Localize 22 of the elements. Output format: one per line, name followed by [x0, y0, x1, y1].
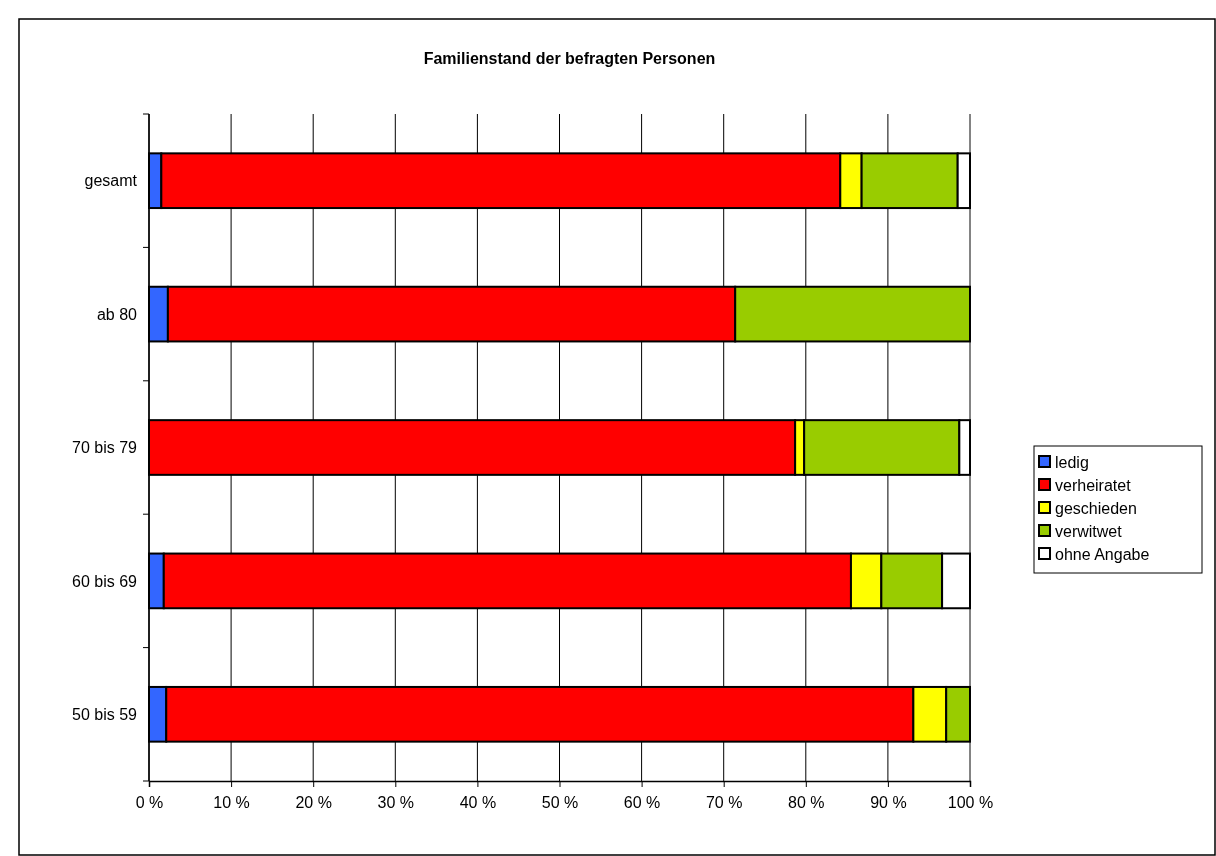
x-tick-label: 70 %: [705, 793, 743, 811]
x-tick-label: 90 %: [870, 793, 907, 811]
x-tick-label: 50 %: [541, 793, 579, 811]
legend-label: ohne Angabe: [1055, 545, 1150, 563]
x-tick-label: 60 %: [623, 793, 661, 811]
legend-label: ledig: [1055, 453, 1089, 471]
legend-label: verwitwet: [1055, 522, 1123, 540]
x-tick-label: 0 %: [135, 793, 164, 811]
x-tick-label: 100 %: [947, 793, 994, 811]
x-tick-label: 30 %: [377, 793, 415, 811]
y-tick-label: 60 bis 69: [72, 572, 138, 590]
x-tick-label: 80 %: [788, 793, 825, 811]
y-tick-label: 70 bis 79: [72, 439, 138, 457]
legend-label: verheiratet: [1055, 476, 1132, 494]
x-tick-label: 20 %: [295, 793, 332, 811]
chart-title: Familienstand der befragten Personen: [423, 50, 716, 67]
legend-label: geschieden: [1055, 499, 1137, 517]
y-tick-label: 50 bis 59: [72, 705, 138, 723]
x-tick-label: 40 %: [459, 793, 497, 811]
y-tick-label: ab 80: [96, 305, 138, 323]
x-tick-label: 10 %: [213, 793, 250, 811]
y-tick-label: gesamt: [84, 172, 138, 190]
